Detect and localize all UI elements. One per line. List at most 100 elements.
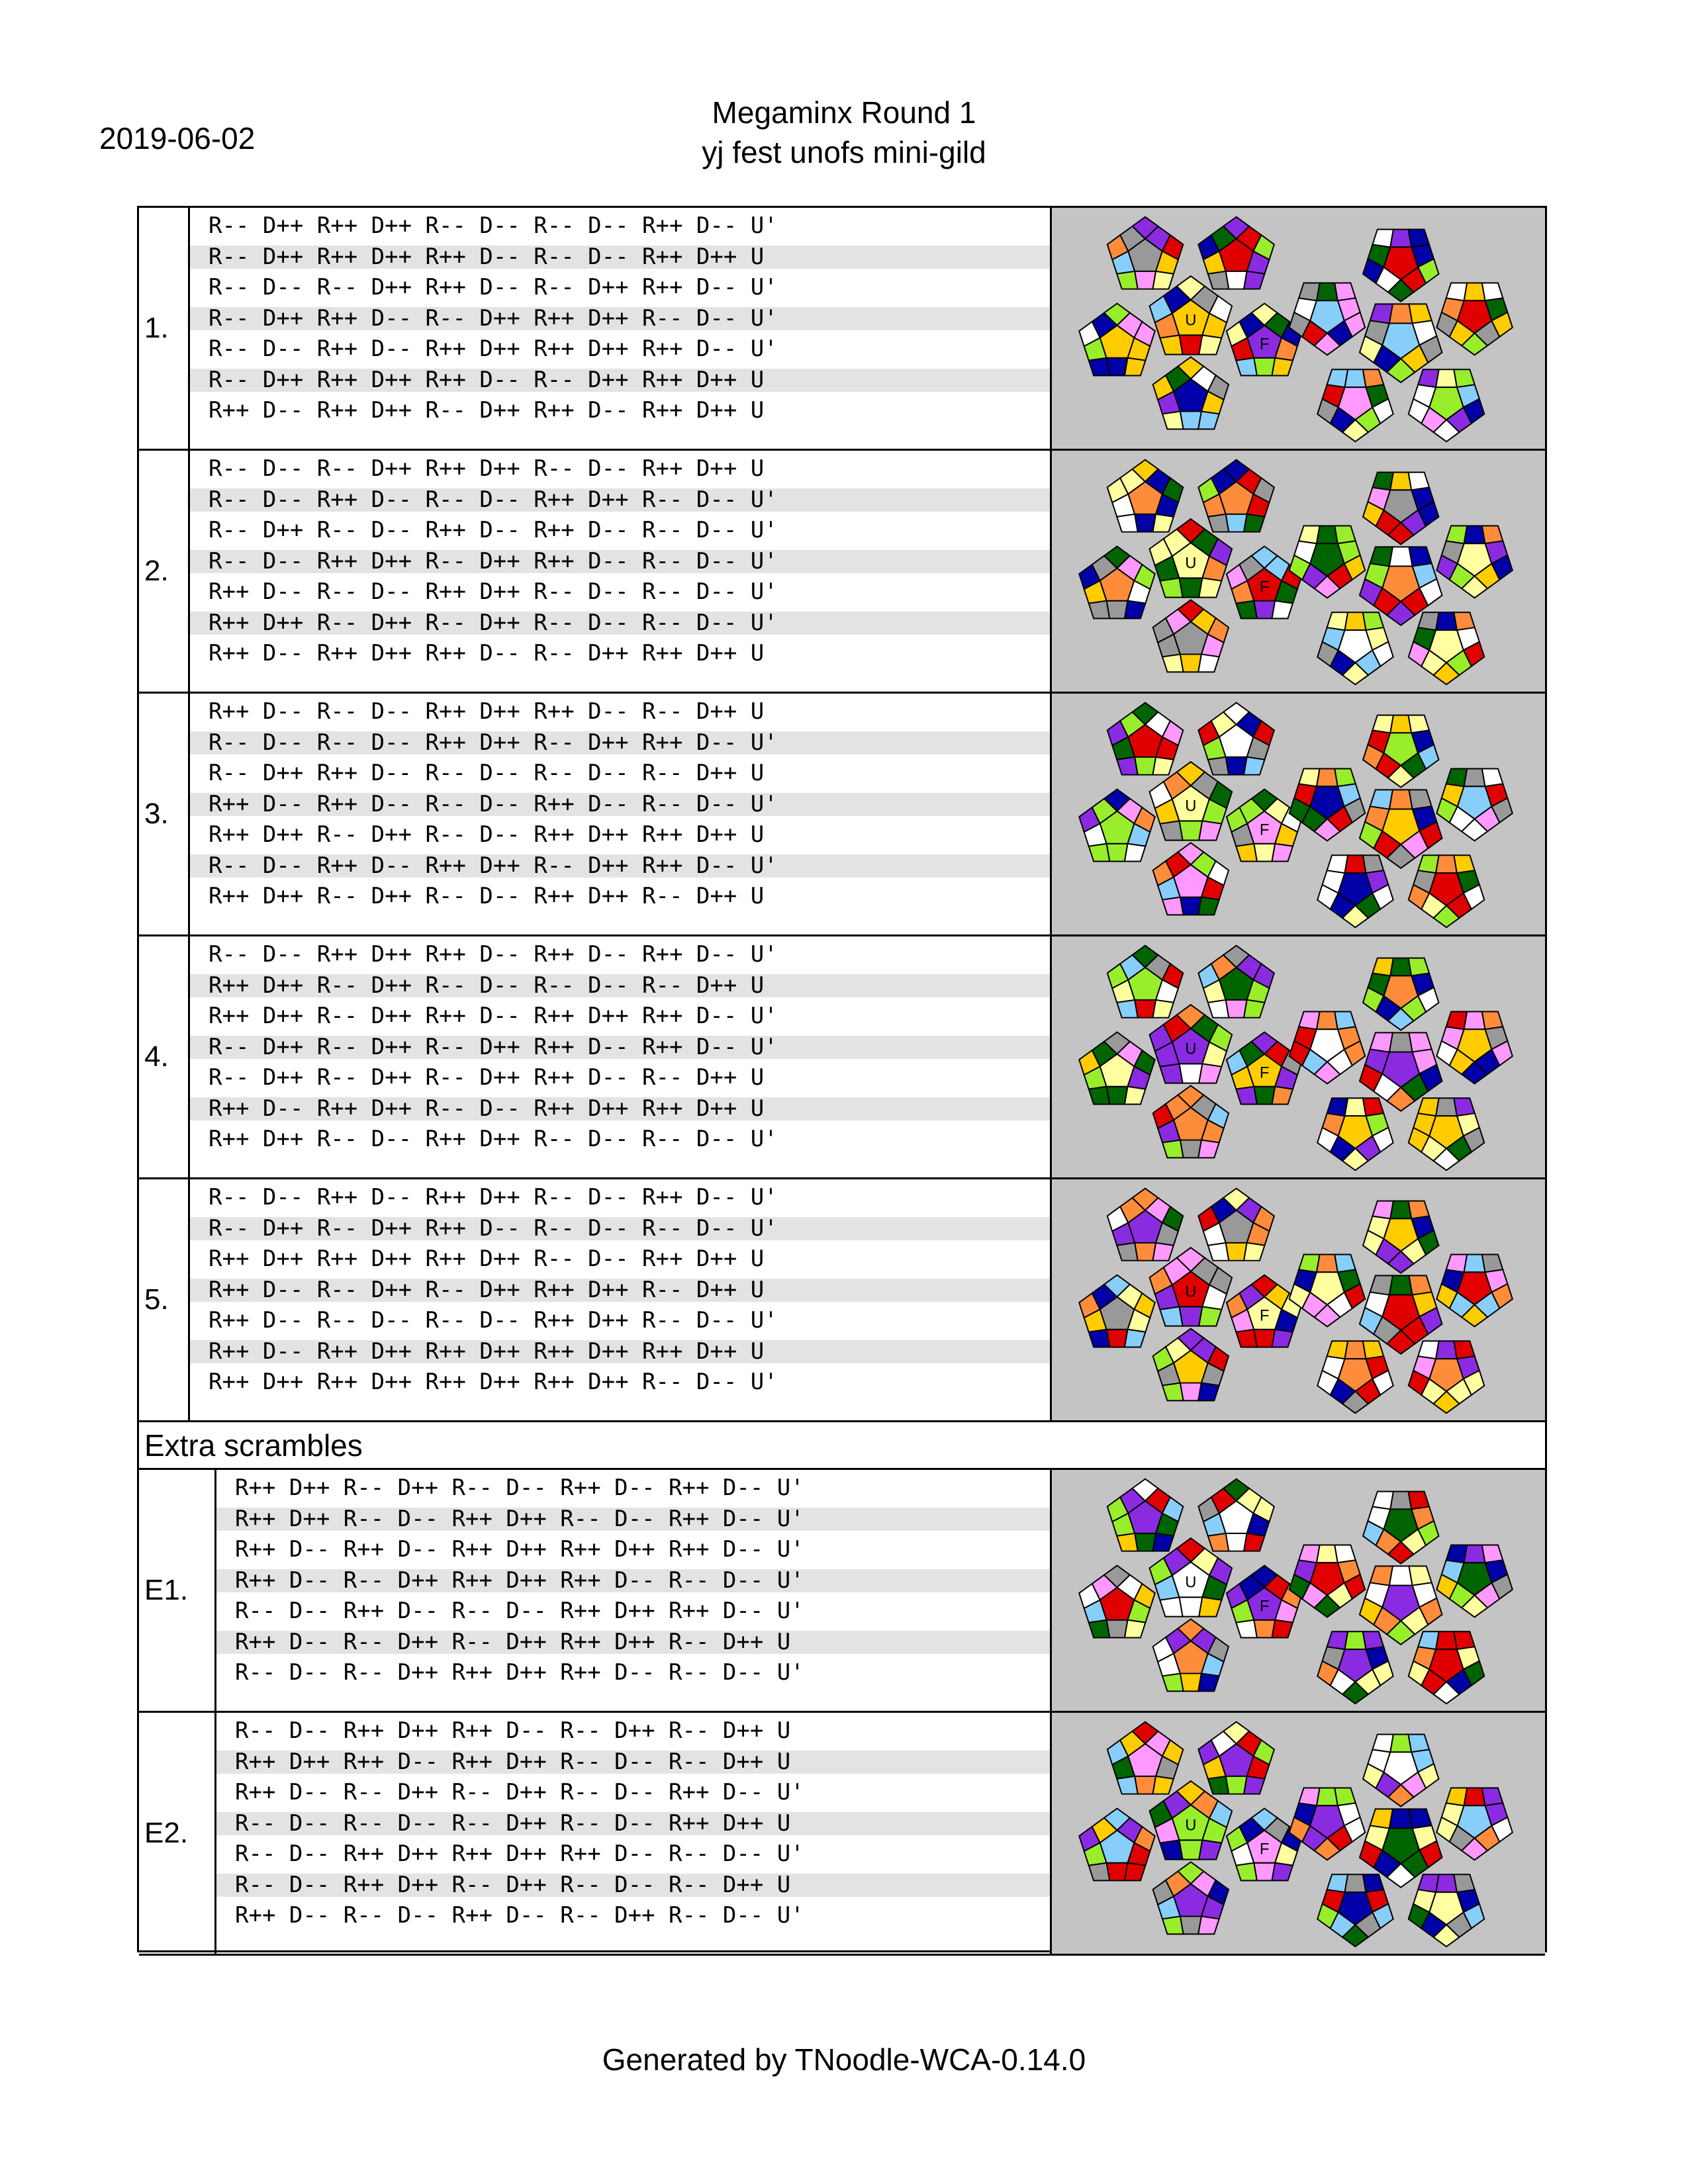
footer-generator: Generated by TNoodle-WCA-0.14.0 <box>602 2042 1086 2077</box>
scramble-line: R++ D-- R-- D++ R-- D++ R-- D-- R++ D-- … <box>235 1779 804 1805</box>
sticker-center <box>1337 387 1374 421</box>
sticker-center <box>1171 784 1210 822</box>
scramble-line: R-- D-- R-- D++ R++ D++ R-- D-- R++ D++ … <box>209 455 765 482</box>
sticker-center <box>1429 872 1464 907</box>
scramble-row: 2. R-- D-- R-- D++ R++ D++ R-- D-- R++ D+… <box>139 451 1545 694</box>
sticker-center <box>1171 1803 1210 1841</box>
scramble-line: R++ D-- R++ D++ R++ D-- R-- D++ R++ D++ … <box>209 640 765 666</box>
sticker-center <box>1309 300 1345 334</box>
sticker-center <box>1337 1115 1374 1150</box>
sticker-center <box>1127 1209 1163 1244</box>
sticker-center <box>1246 324 1283 359</box>
title-competition: yj fest unofs mini-gild <box>702 135 986 169</box>
sticker-center <box>1246 1053 1283 1087</box>
sticker-edge <box>1344 1874 1367 1893</box>
scramble-line: R++ D++ R-- D++ R-- D++ R-- D-- R-- D-- … <box>190 611 1050 635</box>
title-event: Megaminx Round 1 <box>712 95 976 130</box>
sticker-center <box>1382 808 1421 846</box>
scramble-line: R-- D++ R-- D++ R-- D++ R++ D-- R-- D++ … <box>209 1064 765 1091</box>
sticker-center <box>1172 864 1209 898</box>
scramble-table: 1. R-- D++ R++ D++ R-- D-- R-- D-- R++ D-… <box>137 206 1547 1956</box>
face-label-up: U <box>1185 1817 1196 1835</box>
scramble-row: E1. R++ D++ R-- D++ R-- D-- R++ D-- R++ D… <box>139 1470 1545 1713</box>
sticker-edge <box>1344 1631 1367 1651</box>
sticker-center <box>1172 1107 1209 1141</box>
sticker-center <box>1172 1883 1209 1917</box>
sticker-center <box>1309 543 1345 577</box>
sticker-center <box>1337 1891 1374 1926</box>
scramble-line: R++ D++ R++ D++ R++ D++ R++ D++ R-- D-- … <box>209 1369 778 1395</box>
sticker-center <box>1456 1028 1493 1063</box>
sticker-center <box>1382 1294 1421 1332</box>
scramble-line: R++ D++ R-- D++ R++ D-- R++ D++ R++ D-- … <box>209 1003 778 1029</box>
sticker-center <box>1382 1827 1421 1865</box>
scramble-line: R-- D-- R++ D-- R-- D-- R++ D++ R-- D-- … <box>190 488 1050 512</box>
scramble-line: R-- D++ R-- D++ R++ D-- R-- D-- R-- D-- … <box>190 1216 1050 1240</box>
header-date: 2019-06-02 <box>99 121 256 156</box>
scramble-line: R-- D++ R-- D++ R-- D++ R++ D-- R++ D-- … <box>190 1035 1050 1059</box>
sticker-edge <box>1225 756 1248 776</box>
scramble-line: R-- D++ R++ D-- R-- D-- R-- D-- R-- D++ … <box>209 760 765 786</box>
face-label-up: U <box>1185 1283 1196 1301</box>
scramble-line: R++ D-- R-- D-- R++ D++ R++ D-- R-- D++ … <box>209 698 765 725</box>
scramble-line: R++ D-- R-- D++ R++ D++ R++ D-- R-- D-- … <box>216 1569 1050 1592</box>
sticker-center <box>1171 541 1210 579</box>
scramble-line: R++ D++ R-- D++ R-- D-- R++ D++ R++ D++ … <box>209 821 765 848</box>
scramble-row: E2. R-- D-- R++ D++ R++ D-- R-- D++ R-- D… <box>139 1713 1545 1956</box>
sticker-center <box>1099 324 1135 359</box>
extra-scrambles-header: Extra scrambles <box>139 1422 1545 1470</box>
scramble-line: R-- D-- R++ D-- R++ D++ R-- D-- R++ D-- … <box>209 1184 778 1210</box>
sticker-center <box>1337 629 1374 664</box>
sticker-edge <box>1344 854 1367 874</box>
sticker-edge <box>1225 1775 1248 1795</box>
sticker-center <box>1127 723 1163 758</box>
sticker-center <box>1382 1051 1421 1089</box>
scramble-moves: R++ D++ R-- D++ R-- D-- R++ D-- R++ D-- … <box>216 1470 1050 1711</box>
face-label-front: F <box>1260 1598 1270 1615</box>
scramble-row: 4. R-- D-- R++ D++ R++ D-- R++ D-- R++ D-… <box>139 936 1545 1179</box>
sticker-center <box>1246 1296 1283 1330</box>
sticker-center <box>1246 567 1283 602</box>
face-label-up: U <box>1185 1040 1196 1058</box>
sticker-center <box>1337 872 1374 907</box>
sticker-center <box>1383 1218 1419 1252</box>
scramble-line: R-- D-- R-- D-- R-- D++ R-- D-- R++ D++ … <box>216 1811 1050 1835</box>
sticker-edge <box>1344 1340 1367 1360</box>
sticker-center <box>1099 567 1135 602</box>
sticker-center <box>1309 1562 1345 1596</box>
sticker-center <box>1099 1053 1135 1087</box>
face-label-up: U <box>1185 797 1196 815</box>
sticker-center <box>1246 1586 1283 1621</box>
scramble-line: R++ D++ R-- D++ R-- D-- R++ D-- R++ D-- … <box>235 1475 804 1501</box>
sticker-center <box>1171 1561 1210 1598</box>
scramble-moves: R-- D-- R-- D++ R++ D++ R-- D-- R++ D++ … <box>190 451 1050 692</box>
sticker-center <box>1099 1586 1135 1621</box>
scramble-line: R-- D-- R++ D++ R-- D++ R++ D-- R-- D-- … <box>190 549 1050 573</box>
sticker-center <box>1429 1115 1464 1150</box>
sticker-center <box>1382 565 1421 603</box>
sticker-center <box>1429 387 1464 421</box>
scramble-line: R-- D-- R++ D++ R++ D-- R-- D++ R-- D++ … <box>235 1717 791 1744</box>
scramble-line: R-- D-- R++ D++ R++ D++ R++ D-- R-- D-- … <box>235 1841 804 1867</box>
sticker-center <box>1127 966 1163 1001</box>
sticker-center <box>1382 322 1421 360</box>
scramble-line: R++ D++ R-- D-- R++ D++ R-- D-- R-- D-- … <box>209 1126 778 1152</box>
sticker-center <box>1456 1271 1493 1306</box>
sticker-edge <box>1225 1532 1248 1552</box>
scramble-line: R++ D++ R-- D-- R++ D++ R-- D-- R++ D-- … <box>216 1507 1050 1531</box>
scramble-row: 3. R++ D-- R-- D-- R++ D++ R++ D-- R-- D+… <box>139 694 1545 936</box>
scramble-number: E2. <box>139 1713 216 1954</box>
sticker-center <box>1246 1829 1283 1864</box>
scramble-line: R-- D-- R++ D-- R++ D++ R-- D++ R++ D-- … <box>190 854 1050 878</box>
sticker-edge <box>1344 612 1367 631</box>
sticker-center <box>1383 732 1419 766</box>
sticker-center <box>1383 246 1419 281</box>
face-label-front: F <box>1260 336 1270 353</box>
sticker-center <box>1383 1751 1419 1786</box>
sticker-center <box>1382 1584 1421 1622</box>
scramble-line: R++ D-- R++ D++ R-- D-- R++ D++ R++ D++ … <box>190 1097 1050 1120</box>
sticker-center <box>1309 1028 1345 1063</box>
